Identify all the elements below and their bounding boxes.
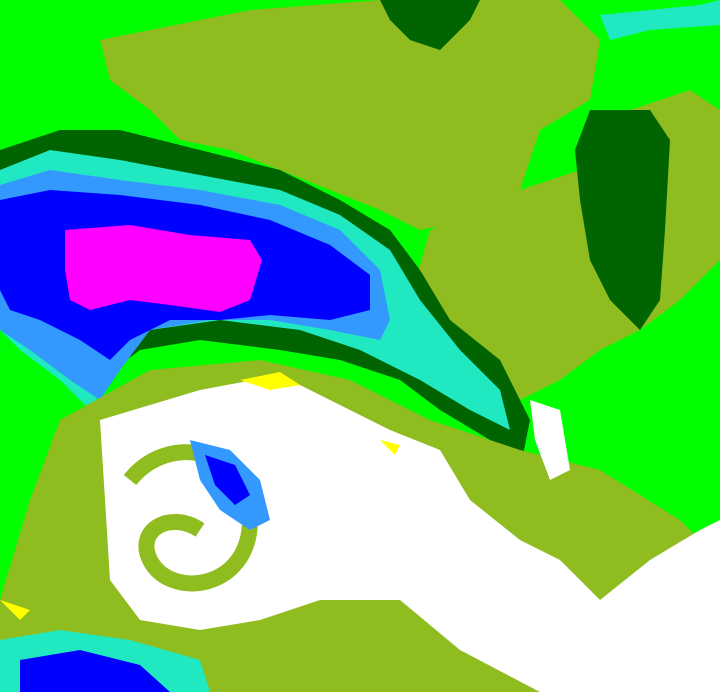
- swirl-inner-dark: [205, 455, 250, 505]
- top-right-cyan: [600, 0, 720, 40]
- white-cloud-east: [530, 400, 570, 480]
- olive-region-north: [100, 0, 600, 230]
- magenta-core: [65, 225, 262, 312]
- dark-green-region-top: [380, 0, 480, 50]
- bottom-left-blue: [20, 650, 170, 692]
- white-cloud-mass: [100, 375, 720, 692]
- dark-green-region-east: [575, 110, 670, 330]
